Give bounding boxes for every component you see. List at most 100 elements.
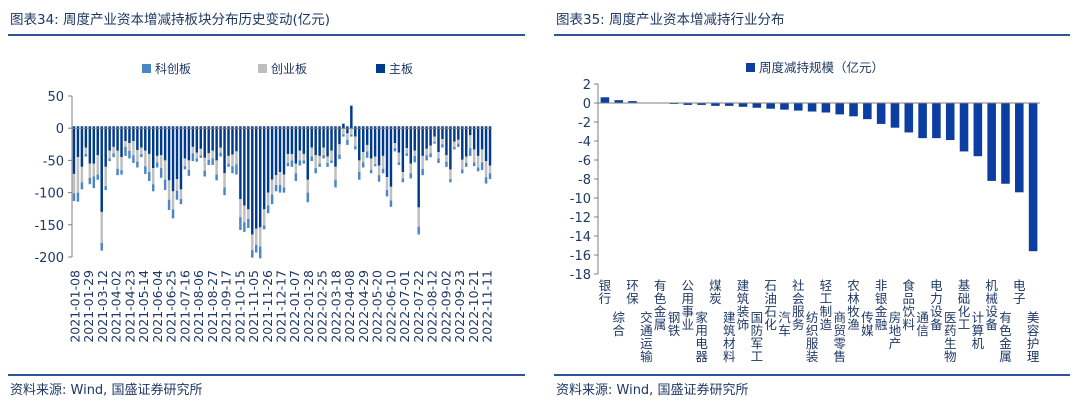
y-tick-label: -100 [34, 187, 64, 202]
bar-star-market [175, 190, 179, 200]
industry-bar [780, 103, 789, 110]
industry-bar [890, 103, 900, 128]
bar-chinext [116, 150, 119, 169]
bar-chinext [282, 174, 286, 188]
bar-positive-stub [179, 126, 183, 129]
bar-chinext [247, 209, 250, 220]
bar-mainboard [425, 128, 428, 149]
bar-star-market [377, 175, 381, 182]
bar-positive-stub [306, 126, 309, 129]
bar-mainboard [421, 128, 424, 156]
bar-positive-stub [453, 126, 456, 129]
bar-chinext [377, 165, 381, 176]
bar-positive-stub [207, 126, 210, 129]
bar-mainboard [484, 128, 488, 162]
bar-star-market [108, 158, 111, 162]
bar-mainboard [346, 128, 349, 134]
bar-mainboard [457, 128, 460, 140]
bar-chinext [108, 150, 111, 159]
bar-mainboard [298, 128, 302, 151]
bar-positive-stub [227, 126, 230, 129]
bar-chinext [128, 143, 131, 151]
bar-star-market [270, 194, 274, 205]
bar-mainboard [358, 128, 361, 161]
bar-star-market [330, 160, 333, 163]
bar-star-market [215, 174, 218, 181]
bar-positive-stub [389, 126, 393, 129]
bar-mainboard [302, 128, 306, 154]
bar-mainboard [480, 128, 484, 150]
bar-positive-stub [298, 126, 302, 129]
bar-chinext [342, 128, 345, 135]
bar-positive-stub [112, 126, 115, 129]
bar-chinext [148, 153, 151, 172]
bar-positive-stub [274, 126, 278, 129]
bar-positive-stub [373, 126, 377, 129]
right-chart-source: 资料来源: Wind, 国盛证券研究所 [556, 383, 749, 398]
bar-positive-stub [310, 126, 313, 129]
bar-positive-stub [468, 126, 472, 129]
bar-mainboard [227, 128, 230, 156]
bar-mainboard [80, 128, 84, 167]
bar-positive-stub [124, 126, 127, 129]
bar-mainboard [381, 128, 385, 156]
bar-mainboard [405, 128, 409, 149]
bar-positive-stub [270, 126, 274, 129]
bar-star-market [171, 209, 175, 219]
bar-star-market [262, 225, 266, 230]
bar-chinext [96, 155, 99, 175]
bar-star-market [302, 160, 306, 164]
legend-swatch [746, 63, 755, 72]
right-chart-panel: 图表35: 周度产业资本增减持行业分布 周度减持规模（亿元） 2 0 -2 -4 -6 -8… [546, 0, 1080, 416]
x-tick-label: 2021-04-02 [109, 270, 124, 343]
bar-mainboard [476, 128, 480, 156]
bar-chinext [472, 149, 476, 163]
bar-mainboard [361, 128, 365, 153]
x-tick-label: 2021-09-17 [219, 270, 234, 343]
bar-chinext [413, 150, 416, 156]
bar-star-market [441, 144, 444, 148]
bar-mainboard [159, 128, 163, 156]
x-category-label: 交通运输 [640, 310, 653, 364]
bar-mainboard [211, 128, 214, 151]
bar-chinext [457, 139, 460, 144]
bar-star-market [365, 151, 369, 158]
bar-star-market [334, 179, 337, 188]
bar-chinext [346, 133, 349, 140]
bar-positive-stub [314, 126, 317, 129]
bar-chinext [140, 147, 143, 154]
bar-mainboard [354, 128, 357, 137]
bar-star-market [326, 162, 329, 167]
y-tick-label: -2 [578, 116, 591, 131]
bar-star-market [100, 242, 103, 251]
bar-mainboard [318, 128, 321, 156]
bar-positive-stub [369, 126, 373, 129]
bar-positive-stub [108, 126, 111, 129]
bar-positive-stub [326, 126, 329, 129]
bar-mainboard [310, 128, 313, 148]
bar-chinext [322, 147, 325, 156]
bar-mainboard [465, 128, 468, 157]
bar-star-market [207, 159, 210, 165]
y-tick-label: -200 [34, 251, 64, 266]
bar-positive-stub [88, 126, 92, 129]
bar-chinext [373, 156, 377, 165]
bar-star-market [124, 146, 127, 156]
bar-positive-stub [167, 126, 171, 129]
x-category-label: 钢铁 [668, 310, 681, 338]
bar-chinext [167, 180, 171, 200]
y-tick-label: -10 [570, 192, 591, 207]
bar-star-market [251, 249, 254, 258]
bar-positive-stub [361, 126, 365, 129]
legend-swatch-3 [376, 64, 385, 73]
bar-mainboard [124, 128, 127, 142]
bar-chinext [369, 158, 373, 171]
bar-mainboard [163, 128, 167, 161]
bar-star-market [148, 171, 151, 182]
bar-star-market [136, 161, 139, 168]
bar-mainboard [445, 128, 448, 156]
bar-chinext [159, 155, 163, 169]
bar-positive-stub [151, 126, 155, 129]
bar-star-market [84, 153, 88, 157]
bar-star-market [112, 153, 115, 158]
